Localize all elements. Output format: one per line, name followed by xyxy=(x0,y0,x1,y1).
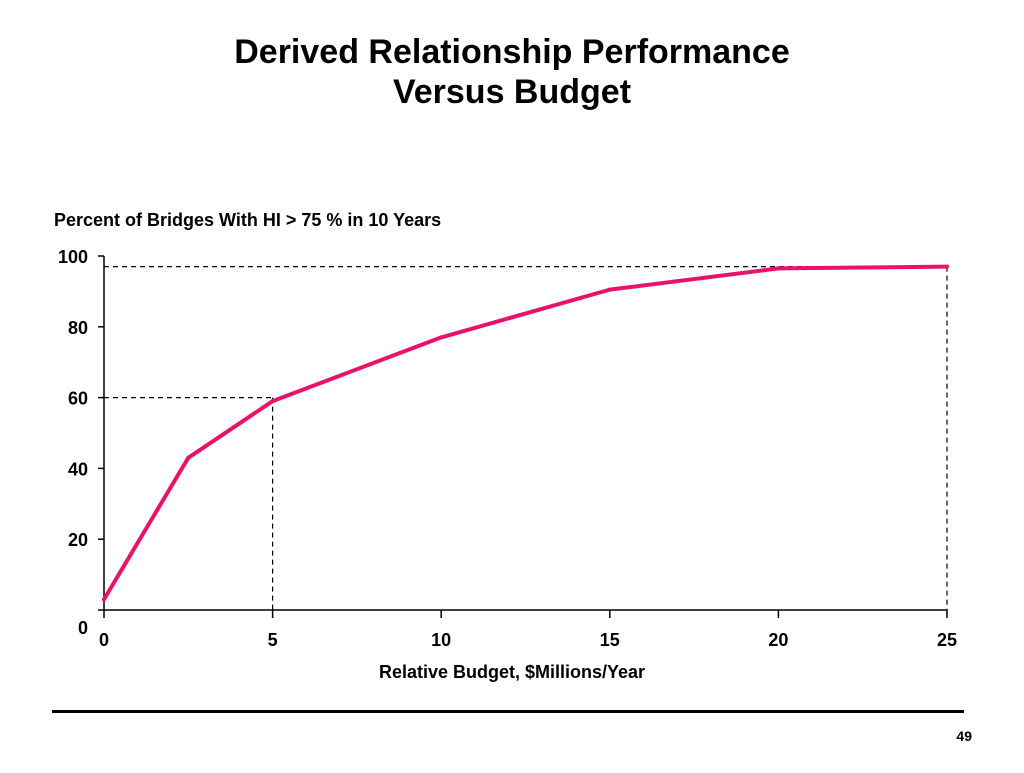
x-tick-label: 15 xyxy=(600,630,620,650)
series-group xyxy=(102,264,949,602)
series-point xyxy=(102,597,106,602)
y-axis-title: Percent of Bridges With HI > 75 % in 10 … xyxy=(54,210,441,230)
x-tick-label: 5 xyxy=(268,630,278,650)
x-tick-label: 20 xyxy=(768,630,788,650)
slide-title: Derived Relationship Performance Versus … xyxy=(0,32,1024,112)
series-point xyxy=(270,399,275,404)
x-axis-title: Relative Budget, $Millions/Year xyxy=(379,662,645,682)
y-tick-label: 100 xyxy=(58,247,88,267)
series-line xyxy=(102,264,949,602)
series-point xyxy=(945,264,949,269)
reference-lines xyxy=(104,266,948,610)
x-tick-label: 25 xyxy=(937,630,957,650)
series-point xyxy=(186,455,191,460)
page-number: 49 xyxy=(956,728,972,744)
slide-title-line-1: Derived Relationship Performance xyxy=(234,33,790,71)
y-tick-label: 40 xyxy=(68,459,88,479)
slide-title-line-2: Versus Budget xyxy=(392,73,632,111)
series-point xyxy=(439,335,444,340)
y-tick-label: 20 xyxy=(68,530,88,550)
x-tick-label: 10 xyxy=(431,630,451,650)
x-tick-label: 0 xyxy=(99,630,109,650)
footer-divider xyxy=(52,710,964,713)
y-tick-label: 60 xyxy=(68,389,88,409)
axes: 0 20 40 60 80 100 0 5 10 15 20 25 xyxy=(58,247,957,650)
y-tick-label: 0 xyxy=(78,618,88,638)
series-point xyxy=(607,287,612,292)
series-point xyxy=(776,266,781,271)
y-tick-label: 80 xyxy=(68,318,88,338)
